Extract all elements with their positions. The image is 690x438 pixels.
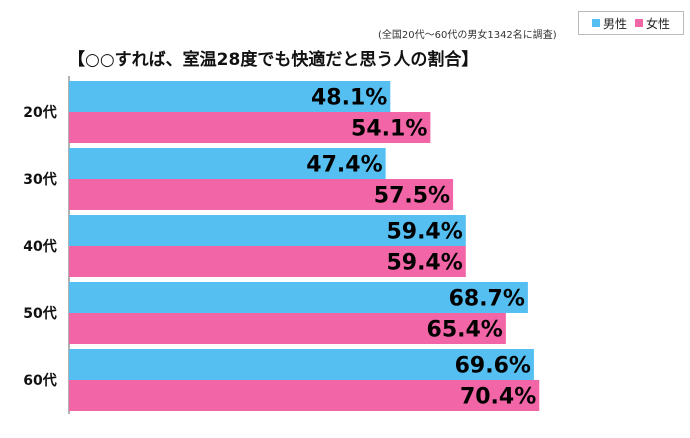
legend-swatch-male — [591, 19, 600, 27]
data-label: 65.4% — [427, 318, 503, 343]
bar-male — [69, 81, 391, 112]
legend-label-female: 女性 — [646, 16, 671, 31]
data-label: 69.6% — [455, 354, 531, 379]
bar-female — [69, 313, 506, 344]
bar-female — [69, 179, 454, 210]
bar-female — [69, 246, 466, 277]
data-label: 57.5% — [374, 184, 450, 209]
category-label: 50代 — [23, 305, 56, 322]
data-label: 48.1% — [311, 86, 387, 111]
data-label: 54.1% — [351, 117, 427, 142]
bar-male — [69, 148, 386, 179]
survey-note: (全国20代～60代の男女1342名に調査) — [378, 30, 557, 41]
chart-title: 【○○すれば、室温28度でも快適だと思う人の割合】 — [68, 50, 479, 70]
category-label: 30代 — [23, 171, 56, 188]
legend: 男性 女性 — [578, 11, 684, 35]
bar-male — [69, 282, 528, 313]
legend-swatch-female — [635, 19, 643, 27]
data-label: 47.4% — [306, 153, 382, 178]
category-label: 40代 — [23, 238, 56, 255]
data-label: 68.7% — [449, 287, 525, 312]
legend-label-male: 男性 — [602, 16, 627, 31]
data-label: 70.4% — [460, 385, 536, 410]
bar-male — [69, 349, 534, 380]
data-label: 59.4% — [386, 251, 462, 276]
legend-item-male: 男性 — [591, 15, 627, 32]
bar-female — [69, 380, 540, 411]
bar-female — [69, 112, 431, 143]
category-label: 60代 — [23, 372, 56, 389]
bar-male — [69, 215, 466, 246]
category-label: 20代 — [23, 104, 56, 121]
legend-item-female: 女性 — [635, 15, 670, 32]
data-label: 59.4% — [386, 220, 462, 245]
